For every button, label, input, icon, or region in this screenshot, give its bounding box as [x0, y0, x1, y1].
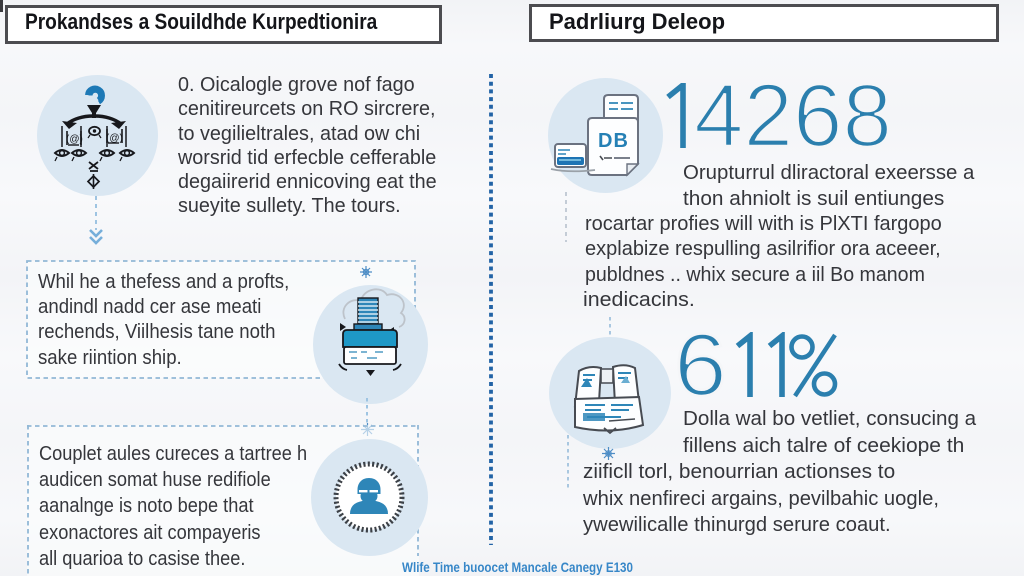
svg-text:(@): (@)	[106, 133, 123, 144]
svg-text:(@): (@)	[66, 134, 83, 145]
svg-text:DB: DB	[598, 130, 629, 152]
